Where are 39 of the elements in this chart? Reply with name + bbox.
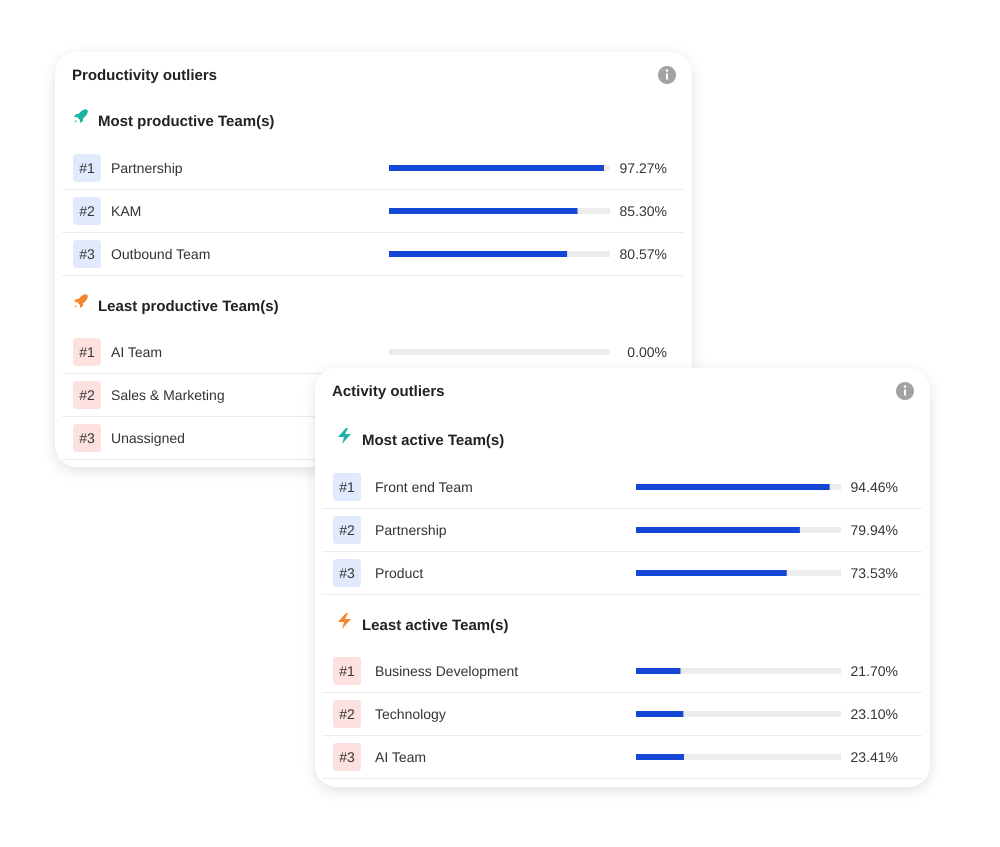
y-tick-label: Front end Team [375,479,473,495]
text: #3 [339,565,355,581]
text: Activity outliers [332,383,445,400]
text: Least active Team(s) [362,617,508,634]
y-tick-label: Business Development [375,663,518,679]
data-label: 21.70% [850,663,898,679]
text: #2 [339,522,355,538]
data-label: 94.46% [850,479,898,495]
text: Least productive Team(s) [98,298,279,315]
text: #3 [79,246,95,262]
text: #1 [79,344,95,360]
text: #2 [79,387,95,403]
y-tick-label: KAM [111,203,142,219]
text: #3 [79,430,95,446]
category-label: Unassigned [111,430,185,446]
text: Productivity outliers [72,67,218,84]
y-tick-label: Product [375,565,424,581]
data-label: 97.27% [620,160,667,176]
text: Most productive Team(s) [98,113,274,130]
text: #2 [79,203,95,219]
data-label: 79.94% [850,522,898,538]
category-label: Sales & Marketing [111,387,225,403]
text: 0.00% [627,344,667,360]
text: #1 [339,479,355,495]
text: #1 [339,663,355,679]
y-tick-label: Outbound Team [111,246,210,262]
data-label: 23.10% [850,706,898,722]
y-tick-label: Technology [375,706,446,722]
data-label: 85.30% [620,203,667,219]
data-label: 23.41% [850,749,898,765]
text: #3 [339,749,355,765]
text: Most active Team(s) [362,432,504,449]
y-tick-label: AI Team [375,749,426,765]
text: #1 [79,160,95,176]
y-tick-label: Partnership [111,160,183,176]
data-label: 80.57% [620,246,667,262]
text: #2 [339,706,355,722]
data-label: 73.53% [850,565,898,581]
y-tick-label: Partnership [375,522,447,538]
